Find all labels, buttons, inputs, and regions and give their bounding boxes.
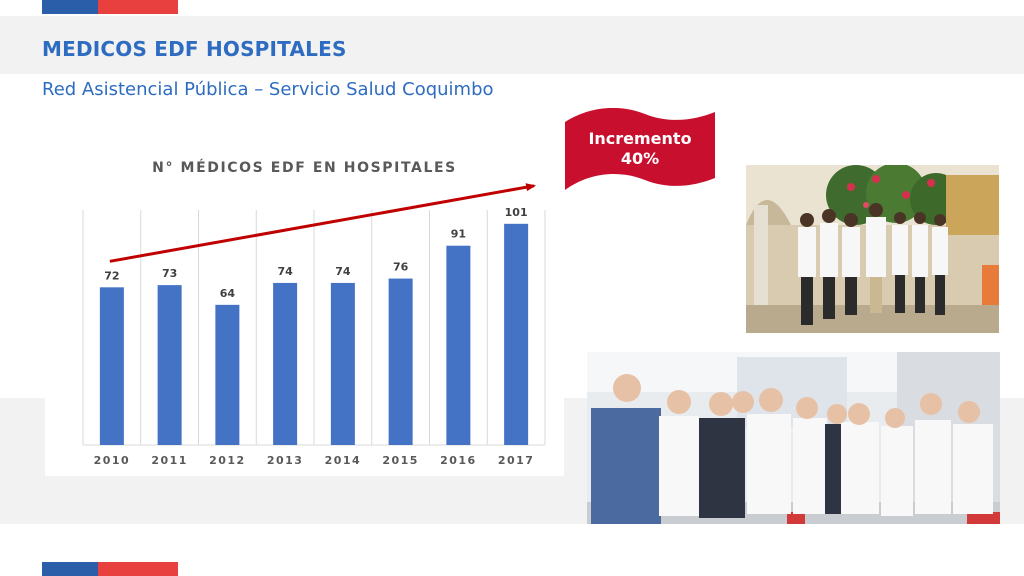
bar-2015 <box>388 278 413 445</box>
bar-2012 <box>215 304 240 445</box>
x-tick-label: 2015 <box>382 454 419 467</box>
data-label: 73 <box>162 267 177 280</box>
x-tick-label: 2016 <box>440 454 477 467</box>
page-subtitle: Red Asistencial Pública – Servicio Salud… <box>42 79 494 100</box>
x-tick-label: 2010 <box>94 454 131 467</box>
x-tick-label: 2012 <box>209 454 246 467</box>
data-label: 91 <box>451 228 466 241</box>
data-label: 74 <box>277 265 293 278</box>
bar-2014 <box>330 282 355 445</box>
increment-callout: Incremento 40% <box>565 129 715 169</box>
data-label: 74 <box>335 265 351 278</box>
chart-title: N° MÉDICOS EDF EN HOSPITALES <box>152 160 457 176</box>
x-tick-label: 2017 <box>498 454 535 467</box>
increment-ribbon <box>565 108 715 190</box>
bar-2010 <box>99 287 124 445</box>
flag-blue-segment <box>42 562 98 576</box>
bar-2013 <box>273 282 298 445</box>
flag-strip-bottom <box>42 562 178 576</box>
trend-arrow <box>109 183 537 263</box>
x-tick-label: 2014 <box>325 454 362 467</box>
bar-chart: 72 2010 73 2011 64 2012 74 2013 74 2014 76 2015 91 20… <box>82 183 546 467</box>
chart-card: 72 2010 73 2011 64 2012 74 2013 74 2014 76 2015 91 20… <box>45 148 564 476</box>
flag-strip-top <box>42 0 178 14</box>
increment-value: 40% <box>620 149 660 168</box>
bar-2017 <box>504 223 529 445</box>
data-label: 72 <box>104 269 119 282</box>
x-tick-label: 2013 <box>267 454 304 467</box>
bar-2016 <box>446 245 471 445</box>
data-label: 64 <box>220 287 236 300</box>
data-label: 101 <box>505 206 528 219</box>
group-photo-hospital-room <box>587 352 1000 524</box>
page-title: MEDICOS EDF HOSPITALES <box>42 37 347 61</box>
flag-red-segment <box>98 562 178 576</box>
flag-red-segment <box>98 0 178 14</box>
x-tick-label: 2011 <box>151 454 188 467</box>
title-band <box>0 16 1024 74</box>
flag-blue-segment <box>42 0 98 14</box>
data-label: 76 <box>393 261 409 274</box>
bar-2011 <box>157 285 182 445</box>
increment-label: Incremento <box>588 129 692 148</box>
group-photo-courtyard <box>746 165 999 333</box>
